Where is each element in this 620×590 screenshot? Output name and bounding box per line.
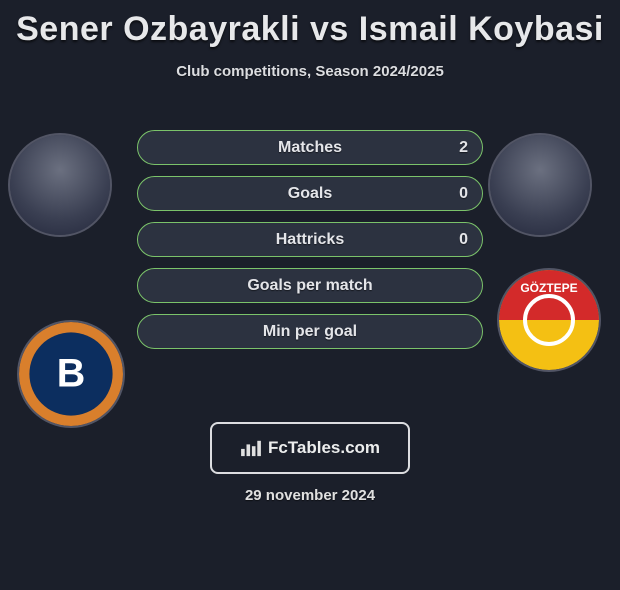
bar-chart-icon (240, 439, 262, 457)
site-logo-text: FcTables.com (268, 438, 380, 458)
club-left-icon: B (19, 322, 123, 426)
svg-text:B: B (57, 351, 86, 395)
badge-club-left: B (17, 320, 125, 428)
stat-bar: Matches 2 (137, 130, 483, 165)
stat-bar-value: 2 (459, 139, 468, 157)
stat-bar-value: 0 (459, 185, 468, 203)
avatar-player-right (488, 133, 592, 237)
stat-bar-label: Hattricks (276, 231, 344, 249)
stat-bar-label: Goals (288, 185, 332, 203)
stat-bar: Goals per match (137, 268, 483, 303)
date-caption: 29 november 2024 (0, 487, 620, 504)
stat-bars: Matches 2 Goals 0 Hattricks 0 Goals per match M… (137, 130, 483, 349)
stat-bar-label: Goals per match (247, 277, 372, 295)
site-logo: FcTables.com (210, 422, 410, 474)
stat-bar-label: Min per goal (263, 323, 357, 341)
club-right-icon: GÖZTEPE (499, 270, 599, 370)
stat-bar: Hattricks 0 (137, 222, 483, 257)
stat-bar-value: 0 (459, 231, 468, 249)
svg-text:GÖZTEPE: GÖZTEPE (520, 280, 577, 295)
stat-bar: Goals 0 (137, 176, 483, 211)
avatar-player-left (8, 133, 112, 237)
subtitle: Club competitions, Season 2024/2025 (0, 63, 620, 80)
stat-bar-label: Matches (278, 139, 342, 157)
page-title: Sener Ozbayrakli vs Ismail Koybasi (0, 10, 620, 49)
badge-club-right: GÖZTEPE (497, 268, 601, 372)
stat-bar: Min per goal (137, 314, 483, 349)
